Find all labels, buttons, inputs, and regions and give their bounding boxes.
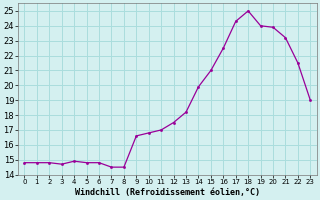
X-axis label: Windchill (Refroidissement éolien,°C): Windchill (Refroidissement éolien,°C) [75, 188, 260, 197]
